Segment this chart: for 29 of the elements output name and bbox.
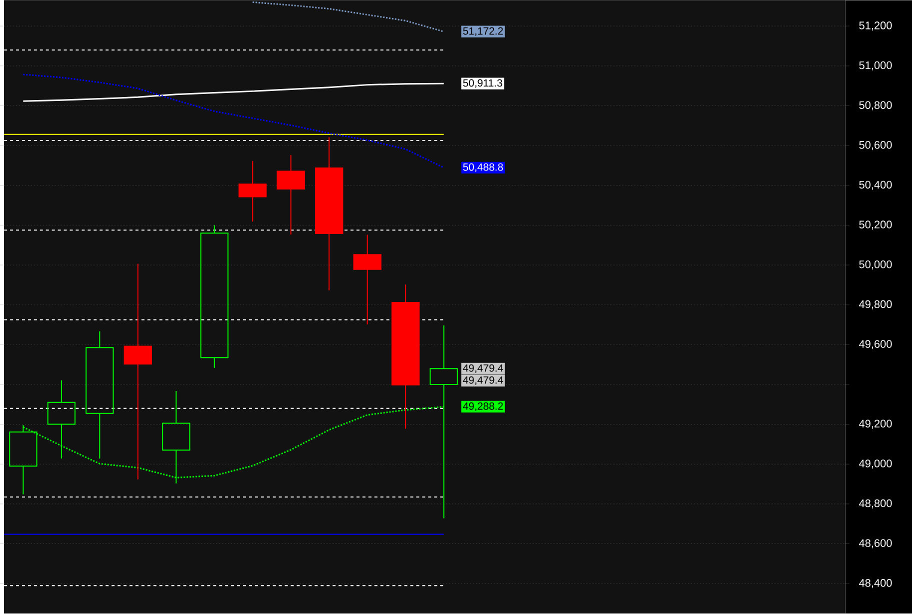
y-tick-label: 51,000 xyxy=(859,62,892,71)
data-label: 50,488.8 xyxy=(463,164,503,172)
annotation: 49,479.4 xyxy=(462,376,504,386)
y-tick-label: 51,200 xyxy=(859,22,892,31)
y-tick-label: 48,800 xyxy=(859,500,892,509)
y-tick-label: 49,200 xyxy=(859,420,892,429)
candlestick xyxy=(276,154,305,236)
data-label: 51,172.2 xyxy=(463,27,503,36)
y-tick-label: 50,000 xyxy=(859,260,892,270)
y-tick-label: 50,800 xyxy=(859,101,892,110)
y-tick-label: 49,800 xyxy=(859,300,892,310)
y-tick-label: 49,600 xyxy=(859,340,892,350)
data-label: 49,288.2 xyxy=(462,402,503,412)
candlestick xyxy=(353,234,382,326)
candlestick xyxy=(124,263,152,480)
y-tick-label: 50,600 xyxy=(859,141,892,150)
candlestick xyxy=(200,224,228,369)
text: 49,479.4 xyxy=(462,364,504,374)
candlestick xyxy=(392,284,420,430)
candlestick xyxy=(86,330,114,460)
y-tick-label: 50,200 xyxy=(859,220,892,230)
y-tick-label: 48,600 xyxy=(859,539,892,548)
y-tick-label: 48,400 xyxy=(859,579,892,588)
line-series xyxy=(22,82,445,102)
data-label: 50,911.3 xyxy=(463,79,502,88)
y-tick-label: 50,400 xyxy=(859,181,892,190)
y-tick-label: 49,000 xyxy=(859,460,892,469)
candlestick xyxy=(238,160,267,222)
candlestick xyxy=(315,136,344,291)
